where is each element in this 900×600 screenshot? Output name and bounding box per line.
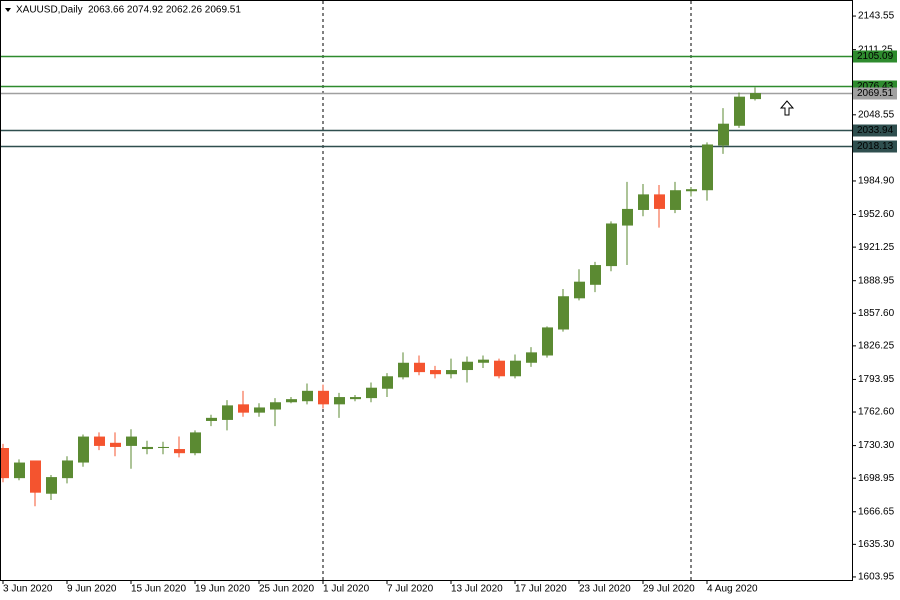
candle-body xyxy=(446,370,457,375)
candle-body xyxy=(734,96,745,126)
candle-body xyxy=(606,223,617,267)
candle-body xyxy=(0,447,9,479)
candle-body xyxy=(142,446,153,450)
candle-body xyxy=(718,123,729,146)
y-tick-label: 1698.95 xyxy=(858,473,895,484)
y-tick-label: 1635.30 xyxy=(858,539,895,550)
candle-body xyxy=(494,360,505,377)
candle-body xyxy=(414,362,425,373)
y-tick-label: 2143.55 xyxy=(858,11,895,22)
candle-body xyxy=(430,370,441,375)
menu-triangle[interactable] xyxy=(5,8,11,12)
candle-body xyxy=(366,387,377,399)
candle-body xyxy=(174,449,185,454)
candle-body xyxy=(158,446,169,448)
candle-body xyxy=(526,352,537,363)
level-label-box xyxy=(853,124,897,137)
candle-body xyxy=(350,397,361,400)
y-tick-label: 1952.60 xyxy=(858,209,895,220)
x-tick-label: 19 Jun 2020 xyxy=(195,584,250,595)
candle-body xyxy=(190,432,201,454)
candle-body xyxy=(94,436,105,446)
y-tick-label: 1826.25 xyxy=(858,341,895,352)
candle-body xyxy=(654,194,665,209)
candle-body xyxy=(222,405,233,420)
candle-body xyxy=(670,190,681,210)
candle-body xyxy=(46,477,57,494)
x-tick-label: 9 Jun 2020 xyxy=(67,584,117,595)
candle-body xyxy=(590,265,601,285)
y-tick-label: 1762.60 xyxy=(858,407,895,418)
candle-body xyxy=(254,407,265,413)
candle-body xyxy=(318,390,329,405)
candle-body xyxy=(750,93,761,100)
candle-body xyxy=(302,390,313,402)
y-tick-label: 2048.55 xyxy=(858,109,895,120)
candle-body xyxy=(14,462,25,479)
x-tick-label: 13 Jul 2020 xyxy=(451,584,503,595)
x-tick-label: 23 Jul 2020 xyxy=(579,584,631,595)
x-tick-label: 4 Aug 2020 xyxy=(707,584,758,595)
candle-body xyxy=(462,361,473,371)
x-tick-label: 25 Jun 2020 xyxy=(259,584,314,595)
candle-body xyxy=(382,376,393,389)
x-tick-label: 17 Jul 2020 xyxy=(515,584,567,595)
candle-body xyxy=(126,436,137,446)
candle-body xyxy=(286,399,297,403)
ohlc-readout: 2063.66 2074.92 2062.26 2069.51 xyxy=(88,5,241,16)
chart-title: XAUUSD,Daily xyxy=(16,5,83,16)
level-label-box xyxy=(853,87,897,100)
candle-body xyxy=(78,436,89,463)
candle-body xyxy=(238,404,249,413)
level-label: 2033.94 xyxy=(857,125,894,136)
candle-body xyxy=(270,402,281,410)
y-tick-label: 1857.60 xyxy=(858,308,895,319)
level-label: 2076.43 xyxy=(857,81,894,92)
level-label: 2069.51 xyxy=(857,88,894,99)
level-label: 2105.09 xyxy=(857,51,894,62)
candle-body xyxy=(574,281,585,299)
candle-body xyxy=(542,327,553,356)
y-tick-label: 1730.30 xyxy=(858,440,895,451)
candle-body xyxy=(622,208,633,226)
arrow-icon xyxy=(779,100,795,116)
x-tick-label: 29 Jul 2020 xyxy=(643,584,695,595)
candle-body xyxy=(638,194,649,210)
candle-body xyxy=(398,362,409,378)
candle-body xyxy=(206,417,217,421)
candle-body xyxy=(510,360,521,377)
level-label-box xyxy=(853,50,897,63)
candle-body xyxy=(62,460,73,479)
y-tick-label: 1984.90 xyxy=(858,176,895,187)
plot-border xyxy=(0,0,853,581)
y-tick-label: 1666.65 xyxy=(858,506,895,517)
y-tick-label: 1888.95 xyxy=(858,275,895,286)
candle-body xyxy=(558,296,569,330)
x-tick-label: 15 Jun 2020 xyxy=(131,584,186,595)
frame xyxy=(0,0,853,581)
y-tick-label: 1921.25 xyxy=(858,242,895,253)
candle-body xyxy=(110,442,121,447)
x-tick-label: 1 Jul 2020 xyxy=(323,584,370,595)
candle-body xyxy=(686,189,697,192)
x-tick-label: 7 Jul 2020 xyxy=(387,584,434,595)
y-tick-label: 1603.95 xyxy=(858,572,895,583)
y-tick-label: 1793.95 xyxy=(858,374,895,385)
level-label: 2018.13 xyxy=(857,141,894,152)
x-tick-label: 3 Jun 2020 xyxy=(3,584,53,595)
y-tick-label: 2111.25 xyxy=(858,44,893,55)
candle-body xyxy=(30,460,41,493)
candle-body xyxy=(334,397,345,405)
candle-body xyxy=(702,144,713,191)
candle-body xyxy=(478,359,489,363)
level-label-box xyxy=(853,140,897,153)
